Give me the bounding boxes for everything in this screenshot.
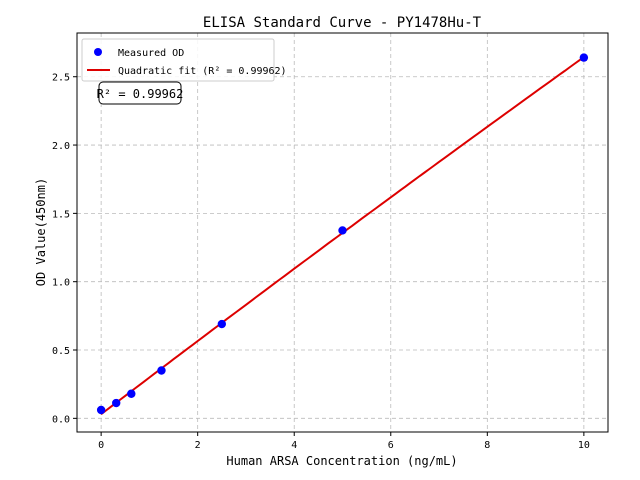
- x-tick-label: 4: [291, 440, 297, 451]
- x-tick-label: 0: [98, 440, 104, 451]
- chart-title: ELISA Standard Curve - PY1478Hu-T: [203, 15, 482, 31]
- x-tick-label: 8: [484, 440, 490, 451]
- y-tick-label: 2.0: [52, 141, 70, 152]
- x-axis-label: Human ARSA Concentration (ng/mL): [226, 454, 457, 468]
- ticks: 0 2 4 6 8 10 0.0 0.5 1.0 1.5 2.0 2.5: [52, 73, 590, 451]
- data-point: [112, 398, 121, 408]
- data-point: [338, 226, 347, 235]
- legend-marker-measured: [94, 48, 102, 56]
- r2-text: R² = 0.99962: [97, 87, 184, 101]
- r2-annotation: R² = 0.99962: [97, 81, 184, 105]
- data-point: [579, 53, 589, 62]
- grid: [77, 33, 608, 432]
- y-tick-label: 2.5: [52, 73, 70, 84]
- y-tick-label: 1.0: [52, 278, 70, 289]
- y-axis-label: OD Value(450nm): [34, 178, 48, 286]
- r2-box: [98, 81, 182, 105]
- marks: [96, 53, 589, 415]
- data-point: [157, 366, 166, 375]
- y-tick-label: 0.0: [52, 414, 70, 425]
- fit-line: [100, 56, 585, 415]
- legend-box: [81, 38, 275, 82]
- x-tick-label: 2: [195, 440, 201, 451]
- x-tick-label: 6: [388, 440, 394, 451]
- x-tick-label: 10: [578, 440, 590, 451]
- legend-label-fit: Quadratic fit (R² = 0.99962): [118, 66, 287, 77]
- legend: Measured OD Quadratic fit (R² = 0.99962): [81, 38, 287, 82]
- data-point: [127, 389, 136, 398]
- y-tick-label: 1.5: [52, 209, 70, 220]
- y-tick-label: 0.5: [52, 346, 70, 357]
- plot-frame: [76, 32, 609, 433]
- data-point: [217, 319, 227, 329]
- legend-label-measured: Measured OD: [118, 48, 184, 59]
- data-point: [96, 405, 106, 415]
